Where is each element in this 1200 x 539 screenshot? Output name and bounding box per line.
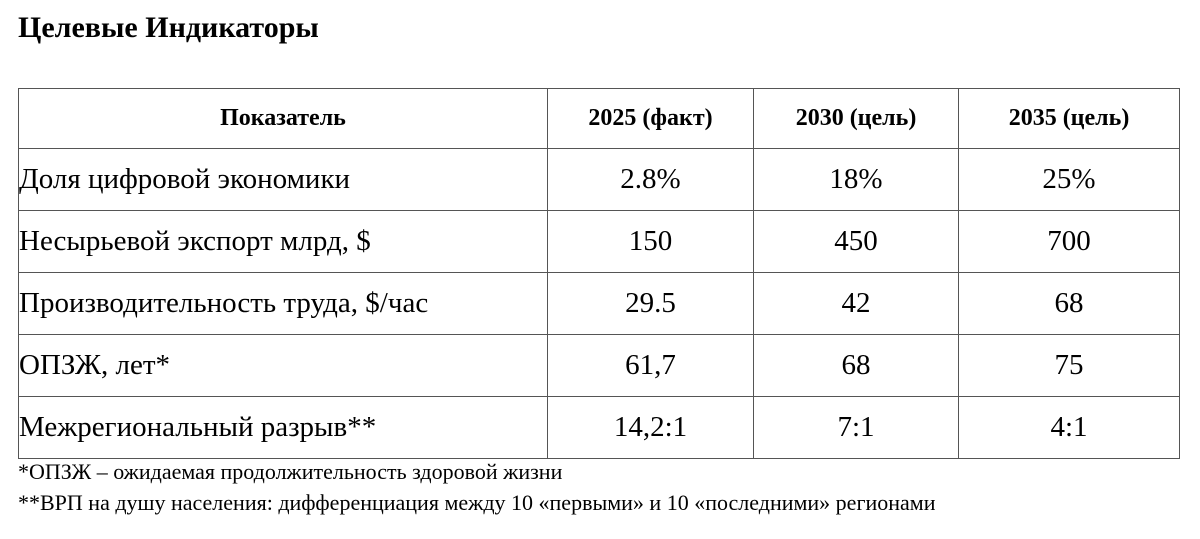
- table-cell: 68: [958, 272, 1180, 335]
- row-label: ОПЗЖ, лет*: [18, 334, 548, 397]
- title: Целевые Индикаторы: [18, 11, 319, 44]
- row-label: Доля цифровой экономики: [18, 148, 548, 211]
- table-cell: 700: [958, 210, 1180, 273]
- table-body: Доля цифровой экономики 2.8% 18% 25% Несырье…: [18, 148, 1180, 459]
- table-cell: 29.5: [547, 272, 754, 335]
- table-cell: 68: [753, 334, 959, 397]
- table-cell: 150: [547, 210, 754, 273]
- table-cell: 7:1: [753, 396, 959, 459]
- table-row: ОПЗЖ, лет* 61,7 68 75: [18, 334, 1180, 397]
- column-header: Показатель: [18, 88, 548, 149]
- row-label: Межрегиональный разрыв**: [18, 396, 548, 459]
- table-row: Производительность труда, $/час 29.5 42 68: [18, 272, 1180, 335]
- column-header: 2030 (цель): [753, 88, 959, 149]
- table-cell: 4:1: [958, 396, 1180, 459]
- row-label: Производительность труда, $/час: [18, 272, 548, 335]
- table-cell: 61,7: [547, 334, 754, 397]
- table-row: Несырьевой экспорт млрд, $150 450 700: [18, 210, 1180, 273]
- footnote: *ОПЗЖ – ожидаемая продолжительность здор…: [18, 459, 563, 484]
- table-cell: 42: [753, 272, 959, 335]
- column-header: 2035 (цель): [958, 88, 1180, 149]
- row-label: Несырьевой экспорт млрд, $: [18, 210, 548, 273]
- table-cell: 14,2:1: [547, 396, 754, 459]
- table-row: Доля цифровой экономики 2.8% 18% 25%: [18, 148, 1180, 211]
- footnote: **ВРП на душу населения: дифференциация …: [18, 490, 936, 515]
- column-header: 2025 (факт): [547, 88, 754, 149]
- table-cell: 25%: [958, 148, 1180, 211]
- header-row: Показатель 2025 (факт) 2030 (цель) 2035 (це…: [18, 88, 1180, 149]
- table-row: Межрегиональный разрыв** 14,2:1 7:1 4:1: [18, 396, 1180, 459]
- footnotes: *ОПЗЖ – ожидаемая продолжительность здор…: [18, 456, 935, 518]
- indicator-table: Показатель 2025 (факт) 2030 (цель) 2035 (це…: [18, 88, 1180, 459]
- table-cell: 18%: [753, 148, 959, 211]
- table-cell: 2.8%: [547, 148, 754, 211]
- table-cell: 450: [753, 210, 959, 273]
- table-cell: 75: [958, 334, 1180, 397]
